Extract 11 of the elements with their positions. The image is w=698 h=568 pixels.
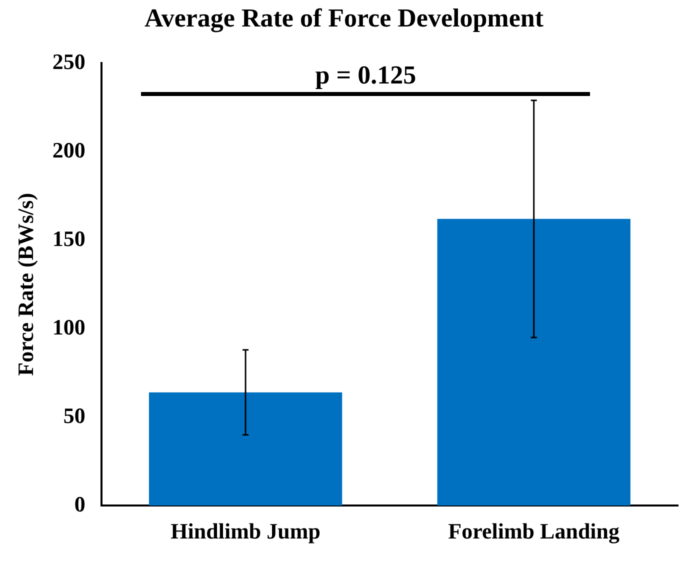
chart-title: Average Rate of Force Development [144,3,544,32]
x-tick-label: Hindlimb Jump [170,518,320,544]
y-tick-label: 200 [52,137,86,162]
y-tick-label: 50 [63,402,86,428]
y-tick-label: 250 [52,48,86,74]
y-axis-title: Force Rate (BWs/s) [12,192,38,376]
y-tick-label: 150 [52,226,86,251]
y-tick-label: 100 [52,314,86,340]
y-tick-label: 0 [74,491,86,516]
annotation: p = 0.125 [315,60,416,90]
x-tick-label: Forelimb Landing [448,518,620,544]
